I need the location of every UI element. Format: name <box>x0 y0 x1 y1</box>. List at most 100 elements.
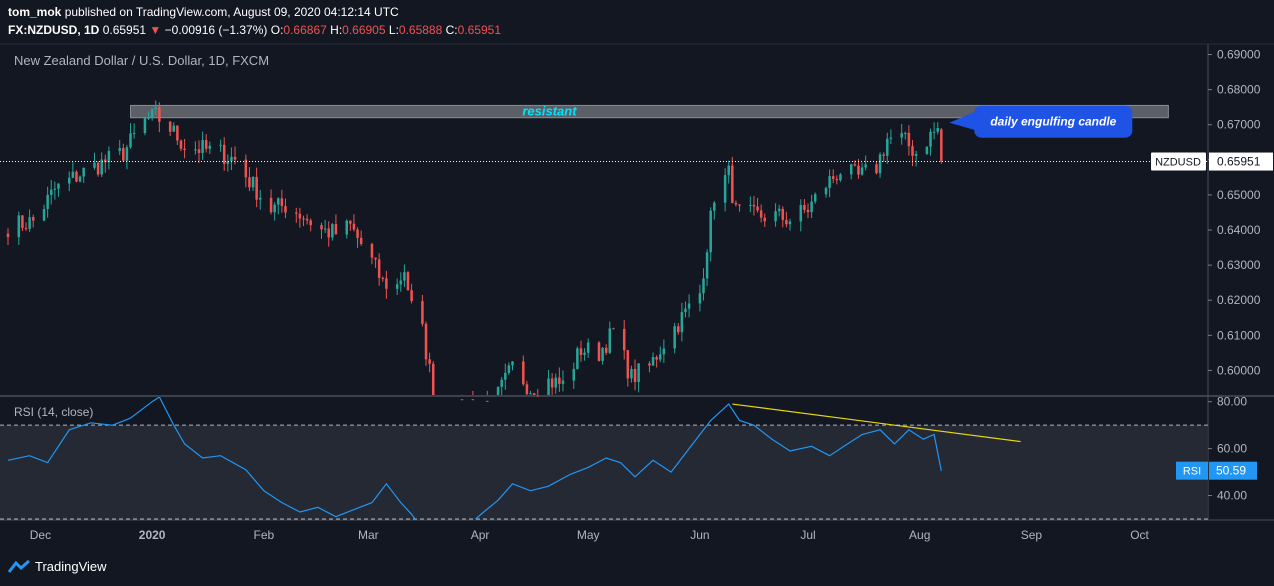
price-tick-label: 0.61000 <box>1217 328 1261 342</box>
candle-body <box>749 204 752 206</box>
time-tick-label: Oct <box>1130 528 1149 542</box>
tradingview-logo-icon <box>8 559 30 573</box>
candle-body <box>536 395 539 397</box>
candle-body <box>734 202 738 205</box>
candle-body <box>154 107 158 110</box>
candle-body <box>673 326 676 349</box>
candle-body <box>334 224 338 235</box>
low-value: 0.65888 <box>398 23 443 37</box>
candle-body <box>597 342 601 361</box>
annotation-box <box>974 105 1133 138</box>
candle-body <box>835 179 839 181</box>
candle-body <box>431 363 435 395</box>
author-name[interactable]: tom_mok <box>8 5 62 19</box>
high-label: H: <box>330 23 343 37</box>
candle-body <box>612 328 615 330</box>
candle-body <box>785 219 788 225</box>
time-tick-label: Sep <box>1021 528 1043 542</box>
candle-body <box>21 215 24 228</box>
candle-body <box>284 206 287 213</box>
candle-body <box>723 175 727 203</box>
candle-body <box>204 140 208 149</box>
price-tick-label: 0.63000 <box>1217 258 1261 272</box>
close-label: C: <box>445 23 458 37</box>
footer-brand[interactable]: TradingView <box>8 559 107 574</box>
candle-body <box>774 211 777 222</box>
candle-body <box>547 378 550 395</box>
candle-body <box>31 217 35 221</box>
candle-body <box>100 159 103 175</box>
candle-body <box>230 156 233 162</box>
candle-body <box>810 201 813 213</box>
time-tick-label: Aug <box>909 528 930 542</box>
candle-body <box>583 352 586 355</box>
candle-body <box>244 159 248 178</box>
candle-body <box>399 280 403 285</box>
price-tick-label: 0.67000 <box>1217 118 1261 132</box>
candle-body <box>504 372 507 380</box>
rsi-value-tag: 50.59 <box>1216 464 1246 478</box>
candle-body <box>107 150 111 163</box>
candle-body <box>576 348 579 369</box>
candle-body <box>532 393 536 395</box>
time-tick-label: Feb <box>254 528 275 542</box>
candle-body <box>658 354 662 360</box>
candle-body <box>298 213 302 219</box>
rsi-tick-label: 40.00 <box>1217 489 1247 503</box>
candle-body <box>608 328 612 353</box>
price-tick-label: 0.64000 <box>1217 223 1261 237</box>
candle-body <box>940 129 943 162</box>
candle-body <box>651 356 655 366</box>
candle-body <box>738 204 741 206</box>
candle-body <box>273 204 276 213</box>
candle-body <box>633 369 637 382</box>
candle-body <box>860 167 864 175</box>
candle-body <box>882 154 885 156</box>
candle-body <box>806 209 810 213</box>
candle-body <box>374 257 377 260</box>
rsi-value-tag-bg <box>1209 461 1257 480</box>
candle-body <box>500 379 503 387</box>
rsi-tag-bg <box>1176 461 1208 480</box>
candle-body <box>46 194 49 210</box>
candle-body <box>788 221 792 225</box>
candle-body <box>799 205 803 222</box>
candle-body <box>68 177 71 184</box>
candle-body <box>93 162 96 168</box>
candle-body <box>529 393 532 395</box>
candle-body <box>6 233 10 238</box>
price-tick-label: 0.69000 <box>1217 48 1261 62</box>
candle-body <box>24 227 28 229</box>
candle-body <box>875 164 878 174</box>
candle-body <box>687 303 691 309</box>
candle-body <box>684 308 687 313</box>
candle-body <box>698 293 702 304</box>
candle-body <box>377 259 381 278</box>
candle-body <box>558 377 561 384</box>
candle-body <box>349 220 352 224</box>
candle-body <box>194 149 197 151</box>
time-tick-label: Mar <box>358 528 379 542</box>
candle-body <box>849 164 853 175</box>
candle-body <box>406 272 410 291</box>
candle-body <box>727 165 730 176</box>
candle-body <box>183 148 186 151</box>
candle-body <box>813 194 817 202</box>
candle-body <box>424 323 428 360</box>
candle-body <box>460 399 464 401</box>
candle-body <box>471 399 475 401</box>
candle-body <box>511 361 514 366</box>
candle-body <box>864 164 867 168</box>
candle-body <box>713 202 716 211</box>
candle-body <box>878 154 882 174</box>
candle-body <box>702 278 705 294</box>
candle-body <box>824 187 828 195</box>
candle-body <box>929 131 932 147</box>
candle-body <box>82 167 85 177</box>
open-value: 0.66867 <box>283 23 327 37</box>
candle-body <box>763 217 767 222</box>
candle-body <box>803 205 806 210</box>
candle-body <box>936 127 939 132</box>
candle-body <box>925 146 929 154</box>
